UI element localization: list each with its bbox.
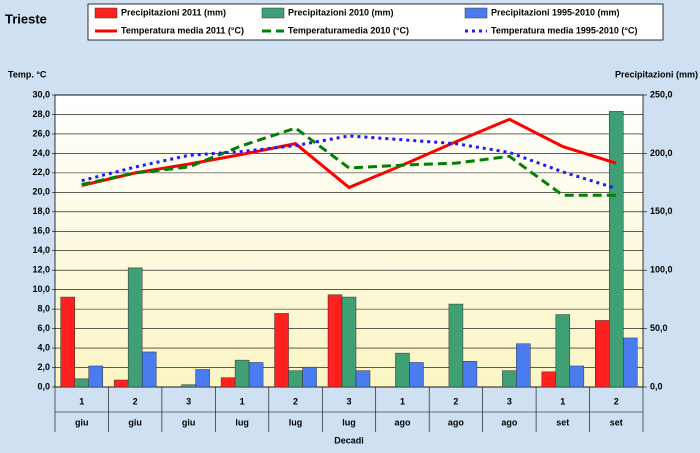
bar xyxy=(127,267,143,388)
y2-tick-label: 150,0 xyxy=(650,206,673,216)
x-group-label: giu xyxy=(182,417,196,427)
y-tick-label: 8,0 xyxy=(37,304,50,314)
x-group-label: set xyxy=(556,417,569,427)
bar xyxy=(595,320,610,388)
y-tick-label: 6,0 xyxy=(37,323,50,333)
y2-axis-title: Precipitazioni (mm) xyxy=(615,69,698,79)
bar xyxy=(409,362,424,388)
x-tick-label: 3 xyxy=(507,396,512,406)
y-tick-label: 20,0 xyxy=(32,187,50,197)
x-group-label: lug xyxy=(235,417,249,427)
bar xyxy=(274,313,289,388)
y-axis-title: Temp. °C xyxy=(8,69,47,79)
bar xyxy=(395,352,410,388)
legend-swatch xyxy=(464,7,488,19)
x-group-label: giu xyxy=(75,417,89,427)
legend-label: Precipitazioni 2011 (mm) xyxy=(121,7,226,17)
bar xyxy=(609,111,624,388)
line xyxy=(81,117,617,190)
bar xyxy=(141,351,157,388)
line xyxy=(81,134,617,190)
y-tick-label: 4,0 xyxy=(37,342,50,352)
bar xyxy=(60,296,75,388)
x-tick-label: 2 xyxy=(453,396,458,406)
bar xyxy=(74,378,89,388)
bar xyxy=(234,359,250,388)
y2-tick-label: 250,0 xyxy=(650,89,673,99)
legend-label: Temperatura media 2011 (°C) xyxy=(121,25,244,35)
y2-tick-label: 0,0 xyxy=(650,381,663,391)
bar xyxy=(181,384,196,388)
x-group-label: giu xyxy=(128,417,142,427)
x-tick-label: 2 xyxy=(133,396,138,406)
bar xyxy=(113,379,129,388)
x-tick-label: 2 xyxy=(293,396,298,406)
bar xyxy=(327,294,343,388)
bar xyxy=(288,370,303,388)
chart-title: Trieste xyxy=(5,11,47,26)
x-tick-label: 3 xyxy=(346,396,351,406)
y-tick-label: 28,0 xyxy=(32,109,50,119)
x-group-label: set xyxy=(610,417,623,427)
x-tick-label: 1 xyxy=(240,396,245,406)
y2-tick-label: 50,0 xyxy=(650,323,668,333)
y-tick-label: 18,0 xyxy=(32,206,50,216)
x-group-label: lug xyxy=(289,417,303,427)
x-group-label: lug xyxy=(342,417,356,427)
x-group-label: ago xyxy=(501,417,518,427)
x-group-label: ago xyxy=(448,417,465,427)
legend xyxy=(87,3,664,41)
bar xyxy=(220,377,236,388)
bar xyxy=(355,370,371,388)
bar xyxy=(302,366,317,388)
x-tick-label: 1 xyxy=(79,396,84,406)
y-tick-label: 22,0 xyxy=(32,167,50,177)
line xyxy=(81,126,617,197)
bar xyxy=(555,314,571,388)
legend-label: Precipitazioni 1995-2010 (mm) xyxy=(491,7,620,17)
legend-label: Temperatura media 1995-2010 (°C) xyxy=(491,25,638,35)
x-axis-title: Decadi xyxy=(334,435,364,445)
bar xyxy=(569,365,585,388)
y-tick-label: 26,0 xyxy=(32,128,50,138)
legend-label: Precipitazioni 2010 (mm) xyxy=(288,7,394,17)
bar xyxy=(88,365,103,388)
legend-label: Temperaturamedia 2010 (°C) xyxy=(288,25,409,35)
x-tick-label: 2 xyxy=(614,396,619,406)
bar xyxy=(341,296,357,388)
x-tick-label: 1 xyxy=(560,396,565,406)
bar xyxy=(623,337,638,388)
y-tick-label: 12,0 xyxy=(32,265,50,275)
x-group-label: ago xyxy=(394,417,411,427)
y-tick-label: 14,0 xyxy=(32,245,50,255)
y-tick-label: 2,0 xyxy=(37,362,50,372)
bar xyxy=(195,369,210,388)
bar xyxy=(448,303,464,388)
y2-tick-label: 100,0 xyxy=(650,265,673,275)
y-tick-label: 0,0 xyxy=(37,381,50,391)
y-tick-label: 10,0 xyxy=(32,284,50,294)
legend-swatch xyxy=(94,7,118,19)
x-tick-label: 1 xyxy=(400,396,405,406)
y-tick-label: 16,0 xyxy=(32,226,50,236)
bar xyxy=(248,362,264,388)
legend-swatch xyxy=(261,7,285,19)
bar xyxy=(541,371,557,388)
bar xyxy=(502,370,517,388)
bar xyxy=(462,361,478,388)
y-tick-label: 24,0 xyxy=(32,148,50,158)
x-tick-label: 3 xyxy=(186,396,191,406)
bar xyxy=(516,343,531,388)
y2-tick-label: 200,0 xyxy=(650,148,673,158)
y-tick-label: 30,0 xyxy=(32,89,50,99)
